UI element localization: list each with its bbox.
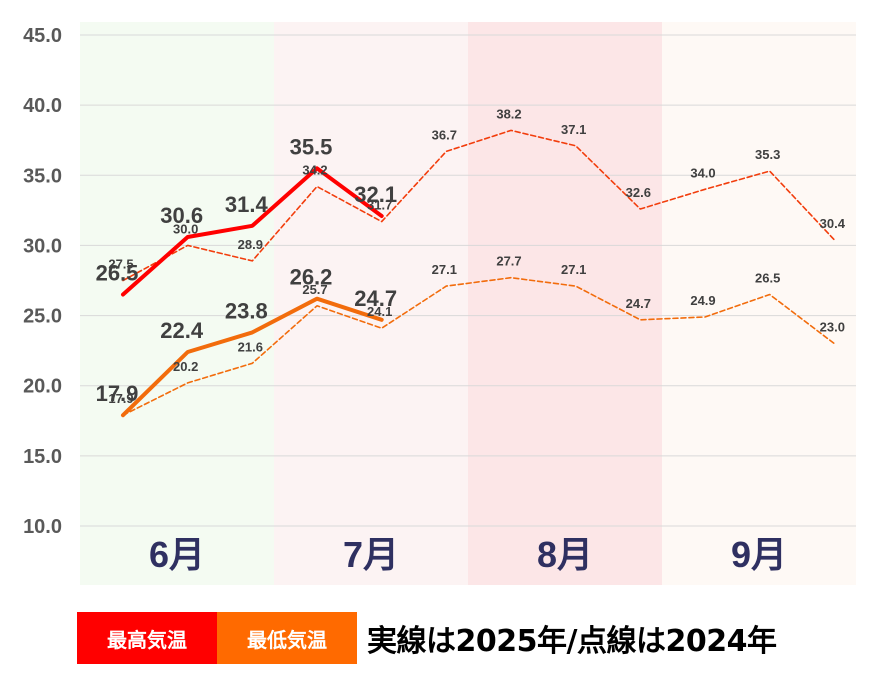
y-tick-label: 30.0 xyxy=(23,235,62,257)
data-label-high_2024: 34.2 xyxy=(302,163,327,178)
data-label-low_2024: 25.7 xyxy=(302,282,327,297)
data-label-low_2025: 26.2 xyxy=(290,265,333,290)
data-label-low_2024: 24.1 xyxy=(367,304,392,319)
data-label-low_2025: 23.8 xyxy=(225,298,268,323)
data-label-low_2024: 24.9 xyxy=(690,293,715,308)
temperature-line-chart: 10.0 15.0 20.0 25.0 30.0 35.0 40.0 45.0 27.5 30.… xyxy=(23,22,856,585)
series-line-high_2024 xyxy=(122,129,836,282)
month-label: 7月 xyxy=(343,534,399,575)
month-band-3 xyxy=(468,22,662,585)
y-tick-label: 20.0 xyxy=(23,376,62,398)
data-label-high_2024: 36.7 xyxy=(432,127,457,142)
data-label-low_2024: 27.1 xyxy=(432,262,457,277)
month-band-4 xyxy=(662,22,856,585)
data-label-low_2024: 23.0 xyxy=(820,320,845,335)
series-line-high_2025 xyxy=(121,166,384,297)
month-label: 8月 xyxy=(537,534,593,575)
y-tick-label: 15.0 xyxy=(23,446,62,468)
data-label-high_2024: 30.4 xyxy=(820,216,846,231)
series-line-low_2025 xyxy=(121,296,384,418)
data-label-high_2024: 37.1 xyxy=(561,122,586,137)
data-label-low_2025: 17.9 xyxy=(96,381,139,406)
legend-high-temp: 最高気温 xyxy=(77,612,217,664)
legend-low-temp: 最低気温 xyxy=(217,612,357,664)
y-tick-label: 10.0 xyxy=(23,516,62,538)
data-label-high_2024: 30.0 xyxy=(173,221,198,236)
month-label: 9月 xyxy=(731,534,787,575)
data-label-low_2024: 21.6 xyxy=(238,339,263,354)
y-tick-label: 35.0 xyxy=(23,165,62,187)
y-tick-label: 40.0 xyxy=(23,95,62,117)
data-label-high_2024: 32.6 xyxy=(626,185,651,200)
data-label-low_2025: 22.4 xyxy=(160,318,204,343)
legend-line-style-note: 実線は2025年/点線は2024年 xyxy=(367,624,777,659)
data-label-high_2024: 28.9 xyxy=(238,237,263,252)
data-label-high_2024: 27.5 xyxy=(108,257,133,272)
data-label-high_2024: 35.3 xyxy=(755,147,780,162)
data-label-low_2024: 27.1 xyxy=(561,262,586,277)
y-tick-label: 25.0 xyxy=(23,306,62,328)
legend: 最高気温 最低気温 実線は2025年/点線は2024年 xyxy=(77,612,777,664)
month-band-1 xyxy=(80,22,274,585)
data-label-low_2024: 20.2 xyxy=(173,359,198,374)
data-label-high_2024: 34.0 xyxy=(690,165,715,180)
data-label-high_2025: 35.5 xyxy=(290,134,333,159)
y-tick-label: 45.0 xyxy=(23,25,62,47)
data-label-high_2024: 38.2 xyxy=(496,106,521,121)
month-label: 6月 xyxy=(149,534,205,575)
data-label-low_2024: 27.7 xyxy=(496,254,521,269)
data-label-low_2024: 24.7 xyxy=(626,296,651,311)
data-label-high_2025: 30.6 xyxy=(160,203,203,228)
data-label-high_2025: 32.1 xyxy=(354,182,397,207)
data-label-high_2025: 26.5 xyxy=(96,261,139,286)
data-label-low_2024: 26.5 xyxy=(755,271,780,286)
data-label-low_2024: 17.9 xyxy=(108,391,133,406)
data-label-high_2025: 31.4 xyxy=(225,192,269,217)
series-line-low_2024 xyxy=(122,276,836,417)
data-label-high_2024: 31.7 xyxy=(367,198,392,213)
data-label-low_2025: 24.7 xyxy=(354,286,397,311)
